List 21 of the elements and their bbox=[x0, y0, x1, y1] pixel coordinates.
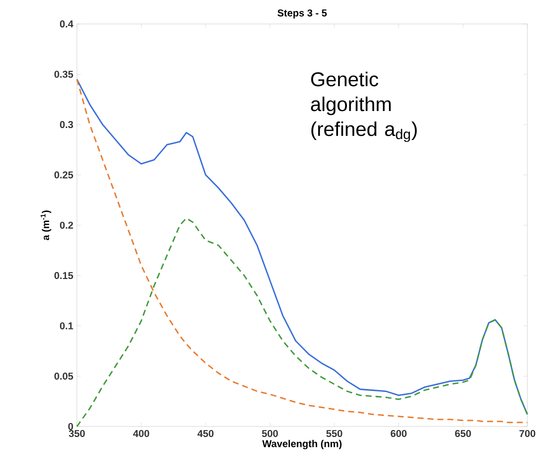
y-tick-label: 0.4 bbox=[60, 20, 74, 28]
x-tick-label: 600 bbox=[390, 430, 407, 437]
x-tick-label: 700 bbox=[520, 430, 536, 437]
x-axis-title: Wavelength (nm) bbox=[262, 440, 342, 450]
y-tick-label: 0.15 bbox=[54, 272, 74, 279]
x-tick-label: 650 bbox=[455, 430, 471, 437]
y-tick-label: 0.05 bbox=[54, 372, 74, 380]
x-tick-label: 550 bbox=[326, 430, 342, 437]
y-tick-label: 0.25 bbox=[54, 171, 74, 178]
x-tick-label: 350 bbox=[68, 430, 85, 437]
x-tick-label: 500 bbox=[262, 430, 278, 437]
y-axis-title: a (m$^{-1}$) bbox=[40, 210, 52, 240]
y-tick-label: 0 bbox=[68, 422, 73, 430]
y-tick-label: 0.3 bbox=[60, 120, 74, 128]
x-tick-label: 450 bbox=[197, 430, 214, 437]
y-tick-label: 0.35 bbox=[54, 70, 74, 78]
chart-title: Steps 3 - 5 bbox=[278, 9, 327, 18]
y-tick-label: 0.2 bbox=[60, 221, 73, 229]
annotation: Genetic algorithm (refined a$_{dg}$) bbox=[311, 72, 417, 142]
y-tick-label: 0.1 bbox=[60, 322, 74, 330]
x-tick-label: 400 bbox=[133, 430, 150, 437]
